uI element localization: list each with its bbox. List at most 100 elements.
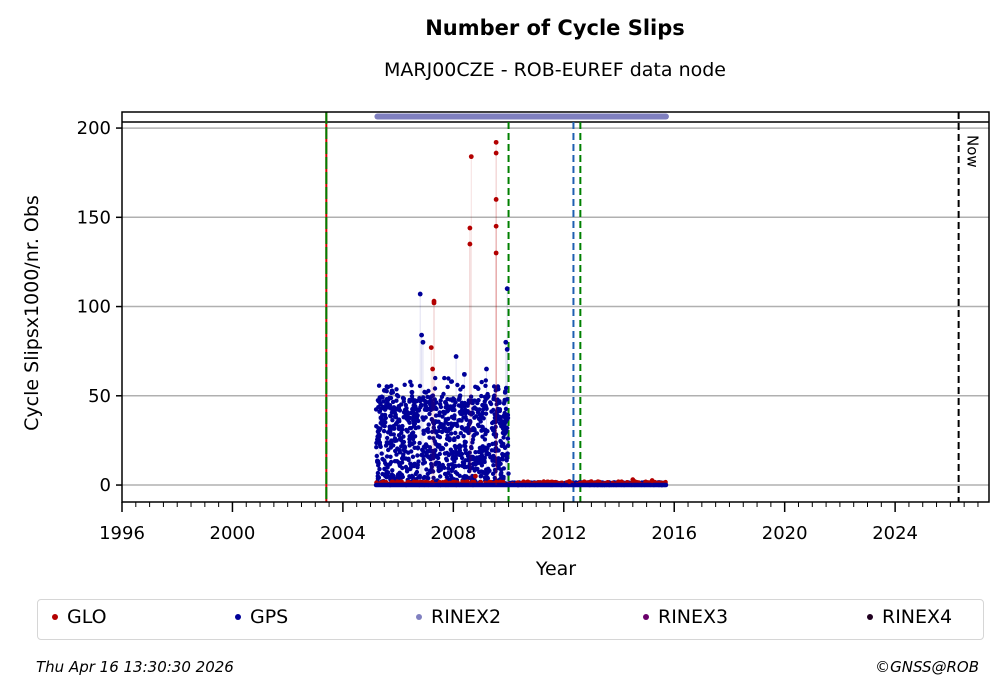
data-point bbox=[504, 346, 510, 352]
data-point bbox=[493, 150, 499, 156]
data-point bbox=[490, 458, 495, 463]
data-point bbox=[483, 383, 488, 388]
data-point bbox=[388, 441, 393, 447]
data-point bbox=[438, 404, 444, 410]
x-tick-label: 2020 bbox=[762, 523, 808, 544]
y-axis-label: Cycle Slipsx1000/nr. Obs bbox=[21, 195, 43, 431]
data-point bbox=[463, 439, 468, 445]
data-point bbox=[426, 422, 431, 427]
y-tick-label: 150 bbox=[77, 207, 111, 228]
data-point bbox=[443, 442, 449, 447]
legend-marker-rinex2 bbox=[416, 614, 422, 620]
data-point bbox=[479, 473, 484, 478]
data-point bbox=[503, 385, 509, 391]
data-point bbox=[468, 420, 473, 425]
data-point bbox=[426, 406, 431, 412]
data-point bbox=[505, 443, 511, 448]
data-point bbox=[502, 431, 507, 436]
legend-item-rinex4: RINEX4 bbox=[867, 606, 952, 628]
legend-label: RINEX4 bbox=[882, 606, 953, 628]
data-point bbox=[503, 389, 508, 394]
data-point bbox=[493, 197, 499, 202]
data-point bbox=[462, 464, 468, 470]
data-point bbox=[383, 443, 389, 448]
data-point bbox=[493, 223, 499, 229]
data-point bbox=[398, 402, 404, 407]
data-point bbox=[493, 424, 498, 430]
data-point bbox=[428, 448, 433, 453]
data-point bbox=[399, 460, 405, 465]
data-point bbox=[383, 460, 388, 466]
data-point bbox=[479, 393, 484, 399]
event-lines bbox=[325, 112, 960, 502]
data-point bbox=[448, 473, 453, 478]
data-point bbox=[483, 404, 488, 409]
data-point bbox=[437, 435, 443, 440]
data-point bbox=[491, 407, 496, 413]
data-point bbox=[411, 417, 416, 423]
data-point bbox=[490, 420, 495, 426]
data-point bbox=[425, 426, 431, 432]
data-point bbox=[413, 406, 419, 411]
data-point bbox=[492, 475, 497, 481]
data-point bbox=[496, 464, 501, 469]
data-point bbox=[415, 465, 420, 470]
data-point bbox=[379, 451, 384, 456]
data-point bbox=[501, 476, 506, 481]
data-point bbox=[474, 455, 480, 460]
data-point bbox=[452, 403, 457, 408]
data-point bbox=[459, 400, 465, 405]
data-point bbox=[473, 473, 478, 479]
data-point bbox=[418, 402, 424, 408]
data-point bbox=[452, 416, 457, 421]
grid-lines bbox=[122, 121, 989, 486]
data-point bbox=[444, 456, 449, 461]
data-point bbox=[415, 413, 420, 418]
data-point bbox=[451, 450, 456, 455]
data-point bbox=[468, 394, 474, 399]
x-tick-label: 1996 bbox=[99, 523, 145, 544]
data-point bbox=[382, 423, 387, 429]
data-point bbox=[505, 412, 511, 418]
data-point bbox=[470, 437, 476, 442]
x-tick-label: 2004 bbox=[320, 523, 366, 544]
data-point bbox=[374, 424, 379, 429]
data-point bbox=[387, 403, 393, 408]
data-point bbox=[401, 410, 407, 415]
data-point bbox=[388, 454, 393, 459]
data-point bbox=[443, 419, 448, 424]
data-point bbox=[380, 456, 385, 462]
data-point bbox=[453, 354, 459, 359]
data-point bbox=[494, 409, 500, 415]
data-point bbox=[458, 431, 463, 436]
data-point bbox=[432, 386, 438, 391]
data-point bbox=[395, 406, 400, 411]
x-tick-label: 2000 bbox=[210, 523, 256, 544]
data-point bbox=[405, 429, 410, 434]
data-point bbox=[477, 407, 482, 412]
data-point bbox=[500, 456, 505, 461]
data-point bbox=[488, 455, 493, 460]
data-point bbox=[442, 375, 447, 381]
copyright: ©GNSS@ROB bbox=[875, 658, 979, 676]
data-point bbox=[423, 444, 428, 449]
data-point bbox=[426, 476, 431, 481]
data-point bbox=[455, 434, 461, 440]
data-point bbox=[420, 415, 425, 420]
data-point bbox=[409, 449, 414, 454]
data-point bbox=[501, 435, 506, 440]
data-point bbox=[410, 436, 416, 442]
data-point bbox=[504, 286, 510, 292]
data-point bbox=[493, 434, 498, 439]
data-point bbox=[448, 447, 453, 452]
data-point bbox=[431, 401, 437, 406]
data-point bbox=[410, 454, 416, 459]
data-point bbox=[493, 139, 499, 145]
data-point bbox=[446, 466, 451, 471]
data-point bbox=[459, 455, 465, 461]
data-point bbox=[483, 378, 488, 383]
data-point bbox=[450, 398, 455, 403]
data-point bbox=[493, 250, 499, 256]
data-point bbox=[473, 414, 479, 419]
